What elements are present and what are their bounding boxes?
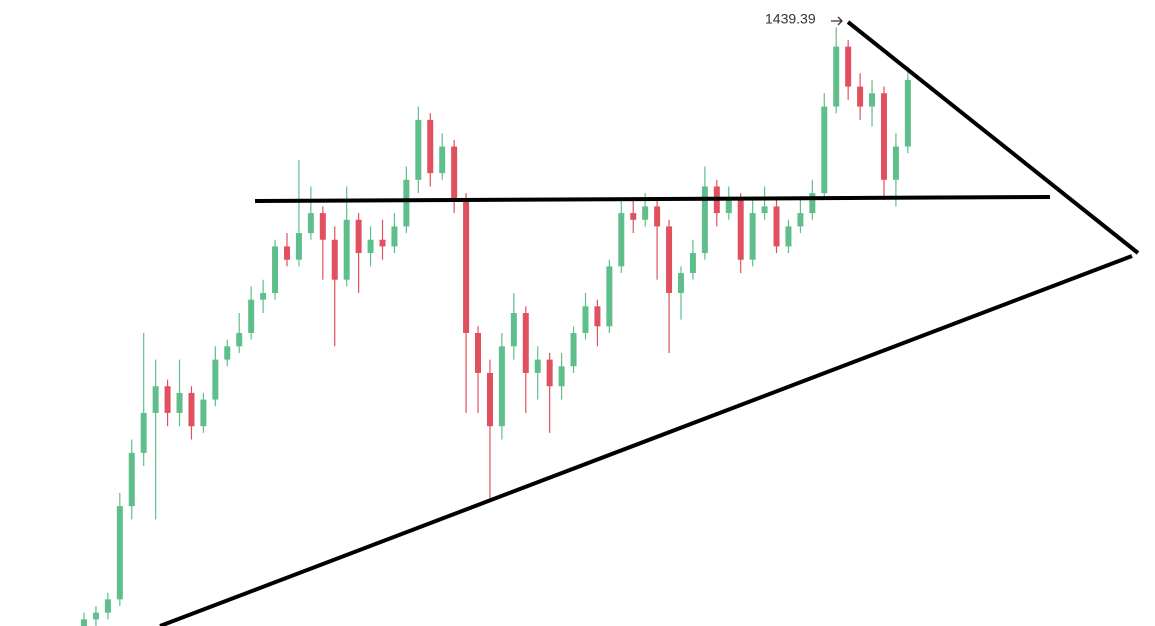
candle-body [116, 506, 123, 600]
candle-body [701, 186, 708, 254]
candle-body [295, 233, 302, 260]
candle-body [534, 359, 541, 373]
candle-body [570, 332, 577, 367]
candle-body [498, 346, 505, 427]
candle-body [439, 146, 446, 174]
candle-body [248, 299, 255, 333]
candle-body [92, 612, 99, 620]
candle-body [81, 619, 87, 626]
candle-body [546, 359, 553, 387]
candle-body [319, 213, 326, 240]
candle-body [283, 246, 290, 260]
candle-body [331, 239, 338, 280]
candle-body [104, 599, 111, 613]
candle-body [403, 179, 410, 227]
candle-body [642, 206, 649, 220]
lower-trend-line [159, 254, 1133, 626]
candle-body [475, 332, 482, 373]
peak-price-label: 1439.39 [765, 11, 816, 27]
candle-body [463, 199, 470, 333]
candle-body [128, 452, 135, 507]
candle-body [761, 206, 768, 214]
candle-body [164, 386, 171, 413]
candle-body [379, 239, 386, 247]
candle-body [140, 412, 147, 453]
candle-body [510, 313, 517, 347]
candle-body [427, 119, 434, 174]
candle-body [797, 213, 804, 227]
candle-body [785, 226, 792, 247]
candle-body [880, 93, 887, 180]
peak-arrow [831, 16, 843, 26]
candle-body [343, 219, 350, 280]
candle-body [654, 206, 661, 227]
candle-body [176, 392, 183, 413]
resistance-line [254, 195, 1051, 203]
candle-body [236, 332, 243, 347]
candle-body [606, 266, 613, 327]
candle-body [522, 313, 529, 373]
candle-body [272, 246, 279, 294]
candle-body [749, 213, 756, 260]
candle-body [737, 199, 744, 260]
candle-body [678, 273, 684, 294]
candle-body [260, 293, 267, 300]
candle-body [857, 86, 864, 107]
upper-trend-line [846, 20, 1140, 255]
candle-body [391, 226, 398, 247]
candle-body [833, 46, 840, 107]
candle-body [152, 386, 159, 413]
candle-body [845, 46, 852, 87]
candle-body [904, 79, 911, 147]
candle-body [558, 366, 565, 387]
candle-body [451, 146, 458, 200]
candle-body [212, 359, 219, 400]
candle-body [892, 146, 899, 180]
candle-body [618, 213, 625, 267]
candle-body [307, 213, 314, 234]
candle-body [630, 213, 637, 220]
candle-body [689, 253, 696, 274]
candle-body [821, 106, 828, 194]
candle-body [415, 119, 422, 180]
candle-body [486, 372, 493, 427]
candle-body [725, 199, 732, 214]
candle-body [773, 206, 780, 247]
candle-body [188, 392, 195, 427]
candle-body [355, 219, 362, 254]
candles [81, 27, 911, 626]
candle-body [200, 399, 207, 427]
candle-body [367, 239, 374, 254]
candle-body [224, 346, 231, 360]
candle-body [809, 193, 816, 214]
candle-body [594, 306, 601, 327]
candle-body [582, 306, 589, 333]
candle-body [869, 93, 876, 107]
candle-body [666, 226, 673, 294]
